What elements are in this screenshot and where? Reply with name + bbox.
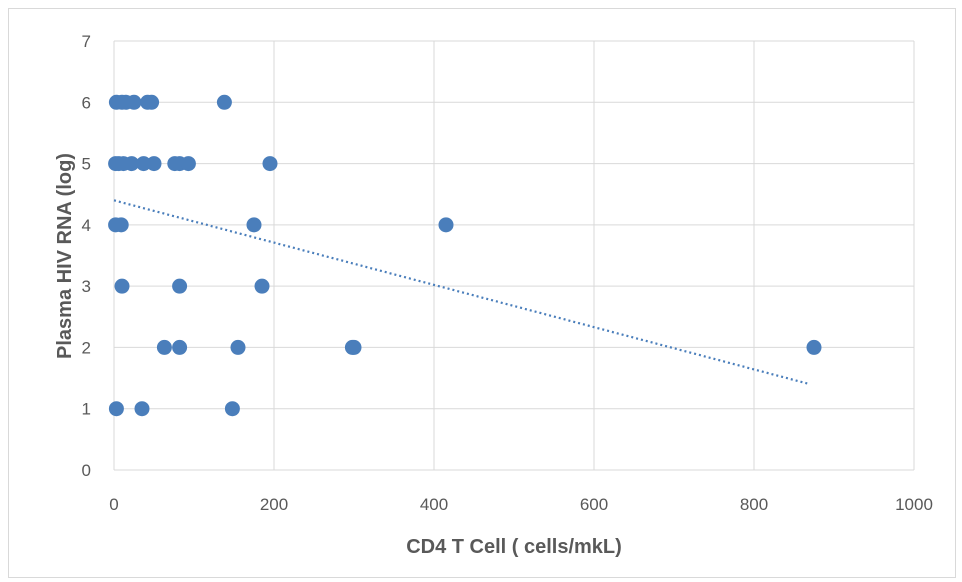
- data-point: [134, 401, 150, 417]
- trendline: [113, 199, 811, 386]
- y-tick-label: 0: [82, 461, 91, 480]
- data-point: [108, 401, 124, 417]
- data-point: [156, 339, 172, 355]
- trendline-group: [113, 199, 811, 386]
- x-axis-title: CD4 T Cell ( cells/mkL): [406, 536, 622, 558]
- x-axis-tick-labels: 0 200 400 600 800 1000: [109, 495, 933, 514]
- x-tick-label: 400: [420, 495, 448, 514]
- data-point: [346, 339, 362, 355]
- data-point: [216, 94, 232, 110]
- x-tick-label: 0: [109, 495, 118, 514]
- data-point: [180, 156, 196, 172]
- data-point: [172, 278, 188, 294]
- data-point: [114, 278, 130, 294]
- data-point: [806, 339, 822, 355]
- y-tick-label: 2: [82, 338, 91, 357]
- data-point: [172, 339, 188, 355]
- y-tick-label: 7: [82, 32, 91, 51]
- data-point: [254, 278, 270, 294]
- y-axis-tick-labels: 0 1 2 3 4 5 6 7: [82, 32, 91, 480]
- data-point: [113, 217, 129, 233]
- data-point: [262, 156, 278, 172]
- data-point: [230, 339, 246, 355]
- data-point: [438, 217, 454, 233]
- x-tick-label: 1000: [895, 495, 933, 514]
- y-tick-label: 6: [82, 93, 91, 112]
- data-point: [146, 156, 162, 172]
- x-tick-label: 600: [580, 495, 608, 514]
- y-tick-label: 5: [82, 155, 91, 174]
- x-tick-label: 800: [740, 495, 768, 514]
- data-point: [124, 156, 140, 172]
- y-tick-label: 1: [82, 400, 91, 419]
- data-point: [126, 94, 142, 110]
- data-point: [224, 401, 240, 417]
- chart-area: [8, 8, 956, 578]
- data-point: [136, 156, 152, 172]
- data-point: [246, 217, 262, 233]
- data-point: [144, 94, 160, 110]
- data-points: [108, 94, 822, 417]
- y-tick-label: 4: [82, 216, 91, 235]
- y-axis-title: Plasma HIV RNA (log): [54, 153, 76, 359]
- gridlines: [113, 40, 915, 470]
- y-tick-label: 3: [82, 277, 91, 296]
- x-tick-label: 200: [260, 495, 288, 514]
